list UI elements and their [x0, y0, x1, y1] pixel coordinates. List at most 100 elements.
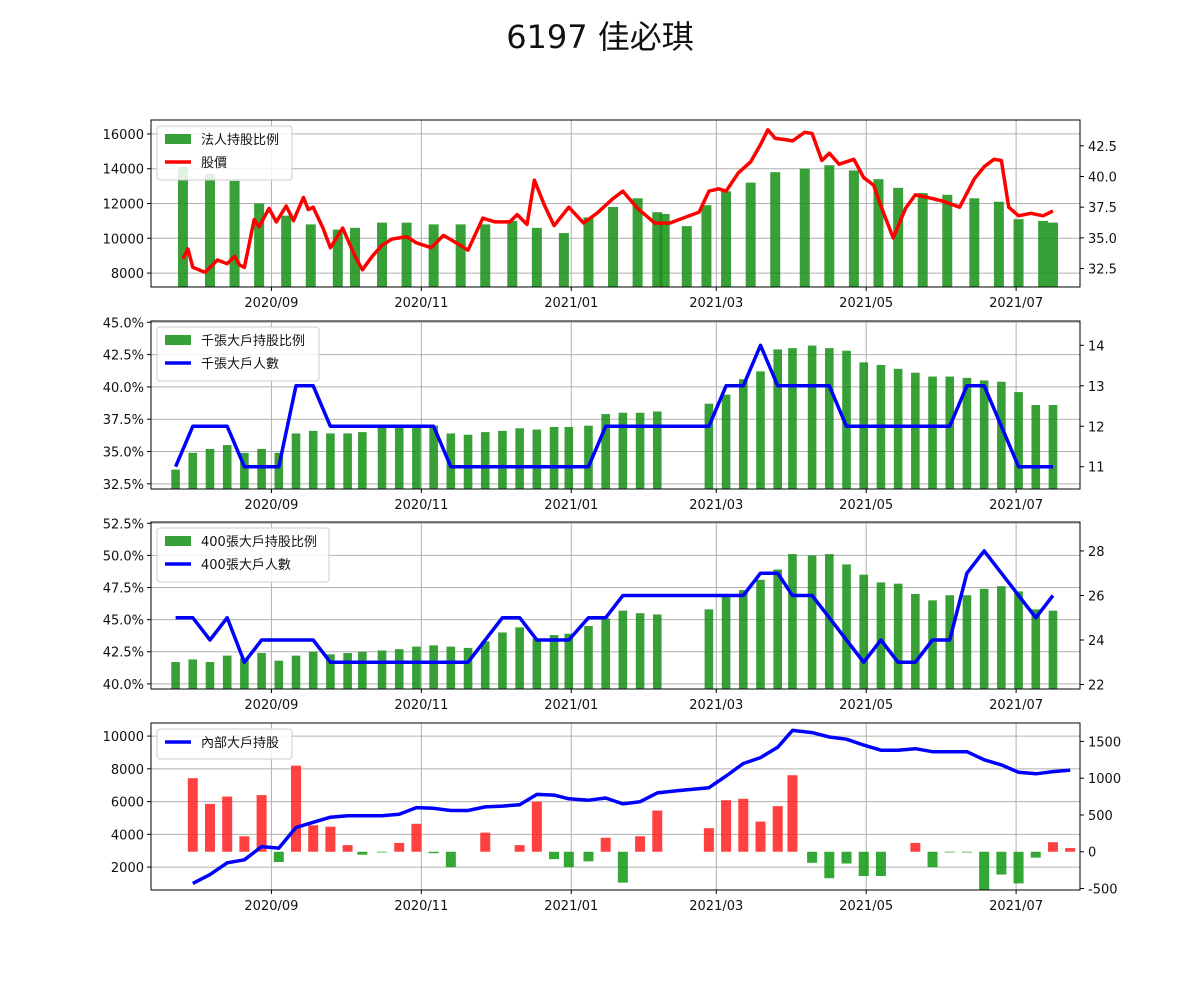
left-tick-label: 2000	[111, 861, 144, 876]
right-tick-label: 40.0	[1088, 170, 1117, 185]
data-bar	[254, 203, 265, 287]
legend-label: 內部大戶持股	[201, 736, 279, 751]
data-bar	[480, 832, 491, 852]
data-bar	[618, 610, 628, 689]
data-bar	[498, 430, 507, 489]
data-bar	[412, 426, 421, 489]
legend-label: 股價	[201, 156, 227, 171]
data-bar	[188, 452, 198, 489]
right-tick-label: -500	[1088, 883, 1118, 898]
data-line	[181, 128, 1054, 275]
data-bar	[308, 430, 318, 489]
data-bar	[1014, 591, 1023, 689]
data-bar	[480, 641, 490, 689]
data-bar	[377, 851, 388, 853]
legend-label: 400張大戶人數	[201, 558, 291, 573]
data-bar	[558, 233, 569, 287]
data-bar	[910, 842, 921, 852]
right-tick-label: 500	[1088, 809, 1113, 824]
data-bar	[756, 371, 765, 489]
data-bar	[204, 803, 215, 852]
right-tick-label: 26	[1088, 589, 1105, 604]
data-bar	[1048, 405, 1058, 489]
right-tick-label: 0	[1088, 846, 1096, 861]
left-tick-label: 12000	[103, 198, 144, 213]
plot-frame	[150, 320, 1081, 490]
x-tick-label: 2020/11	[394, 899, 448, 914]
data-bar	[875, 851, 886, 877]
x-tick-label: 2021/03	[689, 698, 743, 713]
data-bar	[1031, 405, 1041, 489]
data-bar	[531, 227, 542, 287]
legend-label: 400張大戶持股比例	[201, 535, 317, 550]
data-bar	[788, 348, 797, 489]
data-bar	[240, 658, 249, 689]
left-tick-label: 47.5%	[103, 582, 144, 597]
data-bar	[788, 554, 797, 689]
right-tick-label: 42.5	[1088, 140, 1117, 155]
data-bar	[635, 412, 645, 489]
right-tick-label: 28	[1088, 545, 1105, 560]
data-line	[173, 343, 1053, 469]
data-bar	[515, 627, 524, 689]
data-bar	[825, 348, 834, 489]
data-bar	[308, 825, 319, 852]
data-bar	[584, 626, 593, 689]
data-bar	[358, 432, 367, 489]
data-bar	[549, 851, 560, 860]
x-tick-label: 2020/09	[244, 899, 298, 914]
data-bar	[618, 412, 628, 489]
right-tick-label: 24	[1088, 634, 1105, 649]
data-bar	[1047, 842, 1058, 852]
data-bar	[824, 165, 835, 287]
data-bar	[842, 564, 851, 689]
data-bar	[893, 368, 903, 489]
x-tick-label: 2020/09	[244, 296, 298, 311]
data-bar	[842, 350, 851, 489]
data-bar	[394, 842, 405, 852]
left-tick-label: 16000	[103, 128, 144, 143]
plot-frame	[150, 119, 1081, 288]
data-bar	[721, 394, 731, 489]
data-bar	[514, 845, 525, 852]
data-bar	[291, 655, 301, 689]
left-tick-label: 42.5%	[103, 349, 144, 364]
x-tick-label: 2021/01	[544, 698, 598, 713]
data-bar	[256, 795, 267, 852]
right-tick-label: 35.0	[1088, 232, 1117, 247]
left-tick-label: 37.5%	[103, 413, 144, 428]
right-tick-label: 13	[1088, 380, 1105, 395]
data-bar	[446, 646, 456, 689]
legend-bar-swatch	[165, 335, 191, 345]
data-bar	[584, 425, 593, 489]
data-bar	[291, 765, 302, 852]
legend-label: 千張大戶持股比例	[201, 334, 305, 349]
data-bar	[807, 345, 817, 489]
left-tick-label: 8000	[111, 267, 144, 282]
x-tick-label: 2021/01	[544, 296, 598, 311]
data-bar	[601, 414, 610, 489]
data-bar	[455, 224, 466, 287]
data-bar	[1031, 609, 1041, 689]
data-bar	[824, 851, 835, 879]
data-bar	[463, 434, 473, 489]
left-tick-label: 14000	[103, 163, 144, 178]
data-bar	[187, 778, 198, 852]
data-bar	[401, 222, 412, 287]
data-bar	[738, 379, 748, 489]
data-bar	[601, 618, 610, 689]
data-bar	[325, 826, 336, 852]
data-bar	[446, 433, 456, 489]
data-bar	[412, 646, 421, 689]
left-tick-label: 50.0%	[103, 549, 144, 564]
x-tick-label: 2021/01	[544, 899, 598, 914]
x-tick-label: 2021/07	[989, 498, 1043, 513]
data-bar	[600, 837, 611, 852]
left-tick-label: 40.0%	[103, 381, 144, 396]
data-bar	[799, 168, 810, 287]
data-bar	[944, 851, 955, 853]
data-bar	[507, 220, 518, 287]
data-bar	[222, 796, 233, 852]
data-bar	[652, 411, 662, 489]
data-bar	[531, 801, 542, 852]
